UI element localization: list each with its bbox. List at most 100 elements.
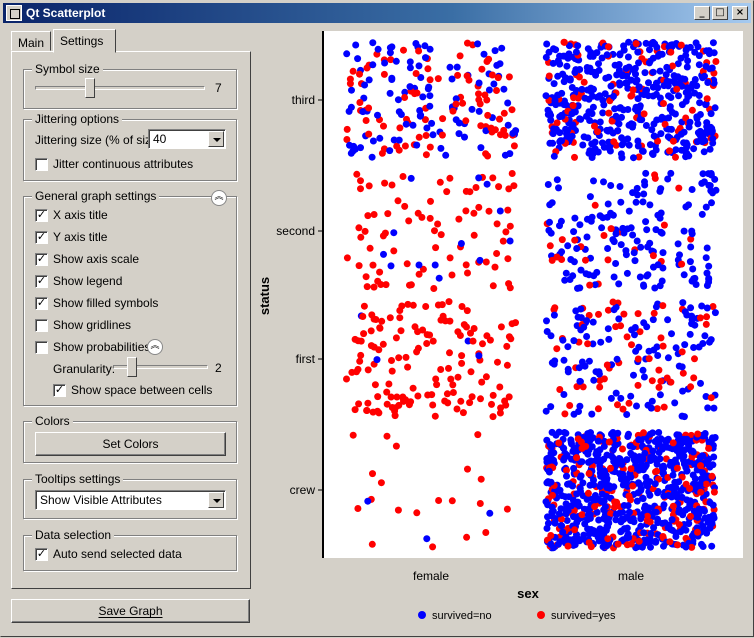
data-point-yes[interactable] (477, 122, 485, 130)
data-point-no[interactable] (637, 513, 645, 521)
data-point-no[interactable] (585, 512, 593, 520)
data-point-no[interactable] (552, 46, 560, 54)
data-point-no[interactable] (550, 456, 557, 464)
data-point-no[interactable] (654, 261, 662, 269)
data-point-no[interactable] (591, 457, 599, 465)
data-point-no[interactable] (572, 89, 580, 97)
data-point-yes[interactable] (687, 235, 695, 243)
data-point-yes[interactable] (356, 99, 364, 106)
data-point-no[interactable] (654, 52, 662, 60)
data-point-yes[interactable] (426, 214, 434, 222)
data-point-no[interactable] (596, 446, 604, 454)
data-point-no[interactable] (641, 502, 649, 510)
data-point-yes[interactable] (558, 236, 566, 244)
data-point-no[interactable] (678, 118, 686, 126)
data-point-no[interactable] (563, 451, 571, 459)
data-point-no[interactable] (674, 350, 682, 358)
data-point-no[interactable] (585, 108, 593, 116)
data-point-no[interactable] (551, 519, 559, 527)
data-point-yes[interactable] (568, 129, 575, 137)
data-point-yes[interactable] (643, 529, 651, 537)
data-point-yes[interactable] (499, 237, 507, 245)
data-point-yes[interactable] (574, 94, 582, 102)
data-point-no[interactable] (565, 138, 573, 146)
data-point-no[interactable] (561, 276, 569, 284)
data-point-yes[interactable] (613, 498, 621, 506)
data-point-no[interactable] (630, 249, 638, 257)
data-point-no[interactable] (567, 256, 575, 263)
data-point-no[interactable] (449, 105, 457, 113)
data-point-no[interactable] (586, 468, 594, 475)
data-point-yes[interactable] (422, 151, 430, 159)
data-point-no[interactable] (599, 543, 607, 551)
data-point-no[interactable] (709, 135, 717, 143)
data-point-no[interactable] (705, 513, 713, 521)
data-point-yes[interactable] (649, 252, 657, 260)
data-point-yes[interactable] (657, 334, 665, 342)
data-point-no[interactable] (629, 123, 636, 131)
data-point-yes[interactable] (667, 378, 675, 386)
data-point-yes[interactable] (633, 467, 640, 475)
data-point-no[interactable] (702, 203, 710, 211)
checkbox-box[interactable]: ✓ (35, 296, 48, 310)
data-point-no[interactable] (580, 323, 588, 331)
data-point-no[interactable] (708, 437, 715, 445)
data-point-yes[interactable] (489, 282, 497, 290)
data-point-no[interactable] (592, 69, 600, 76)
data-point-yes[interactable] (477, 475, 485, 483)
data-point-no[interactable] (693, 113, 701, 121)
data-point-yes[interactable] (619, 459, 627, 467)
data-point-no[interactable] (608, 94, 616, 102)
data-point-no[interactable] (712, 186, 720, 194)
data-point-no[interactable] (584, 430, 592, 438)
data-point-yes[interactable] (441, 317, 449, 325)
data-point-yes[interactable] (505, 333, 513, 341)
data-point-no[interactable] (562, 101, 570, 109)
data-point-no[interactable] (590, 476, 597, 484)
data-point-no[interactable] (575, 440, 583, 447)
data-point-yes[interactable] (491, 263, 499, 271)
data-point-no[interactable] (596, 431, 604, 439)
data-point-no[interactable] (584, 511, 592, 519)
data-point-yes[interactable] (585, 311, 593, 319)
data-point-no[interactable] (423, 124, 431, 132)
data-point-no[interactable] (672, 484, 680, 492)
data-point-no[interactable] (699, 543, 707, 550)
data-point-yes[interactable] (407, 87, 415, 95)
data-point-no[interactable] (673, 133, 681, 141)
data-point-yes[interactable] (426, 143, 434, 151)
data-point-yes[interactable] (610, 138, 618, 146)
data-point-no[interactable] (615, 66, 623, 74)
data-point-no[interactable] (547, 229, 555, 237)
data-point-no[interactable] (586, 52, 594, 60)
data-point-no[interactable] (561, 493, 569, 501)
data-point-no[interactable] (645, 509, 653, 517)
general-option-show-filled-symbols[interactable]: ✓ Show filled symbols (35, 296, 158, 310)
data-point-yes[interactable] (615, 359, 623, 367)
data-point-no[interactable] (616, 104, 624, 112)
data-point-no[interactable] (551, 519, 559, 527)
data-point-yes[interactable] (664, 474, 672, 481)
data-point-yes[interactable] (611, 498, 619, 506)
data-point-no[interactable] (646, 239, 654, 247)
data-point-no[interactable] (587, 501, 595, 509)
data-point-no[interactable] (688, 312, 696, 320)
data-point-yes[interactable] (602, 542, 610, 550)
data-point-yes[interactable] (483, 332, 491, 340)
data-point-yes[interactable] (502, 401, 510, 409)
data-point-no[interactable] (651, 284, 659, 292)
data-point-no[interactable] (613, 71, 621, 79)
data-point-no[interactable] (547, 540, 555, 548)
data-point-yes[interactable] (500, 109, 508, 117)
data-point-no[interactable] (580, 505, 588, 513)
data-point-no[interactable] (622, 64, 630, 72)
data-point-no[interactable] (709, 189, 717, 197)
data-point-no[interactable] (698, 302, 706, 310)
data-point-no[interactable] (654, 436, 661, 443)
data-point-no[interactable] (630, 66, 638, 74)
data-point-no[interactable] (686, 458, 694, 465)
data-point-no[interactable] (634, 358, 642, 366)
data-point-no[interactable] (570, 53, 577, 61)
data-point-no[interactable] (572, 448, 580, 455)
data-point-no[interactable] (634, 108, 642, 116)
